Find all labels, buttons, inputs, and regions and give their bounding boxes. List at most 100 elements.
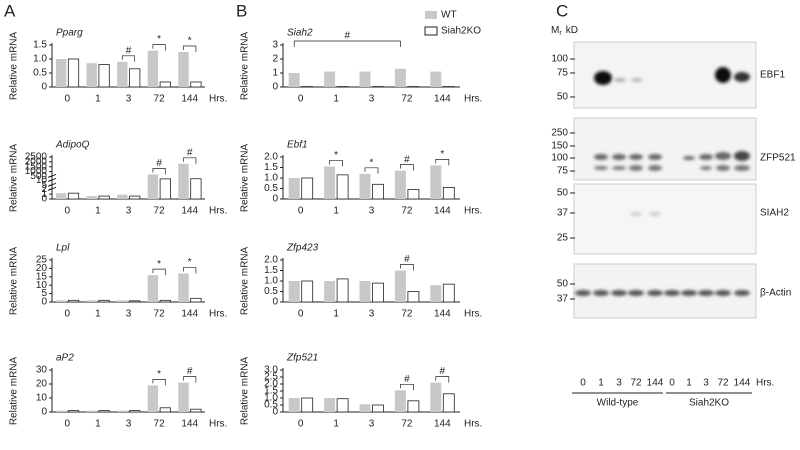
panel-label: A bbox=[4, 1, 16, 20]
band bbox=[614, 78, 626, 82]
y-axis-label: Relative mRNA bbox=[240, 32, 251, 101]
significance-bracket bbox=[183, 267, 197, 274]
y-tick-label: 30 bbox=[36, 365, 48, 376]
x-tick-label: 0 bbox=[65, 206, 71, 217]
y-tick-label: 20 bbox=[36, 263, 48, 274]
significance-bracket bbox=[183, 45, 197, 52]
x-tick-label: 1 bbox=[333, 419, 339, 430]
y-tick-label: 2 bbox=[272, 54, 278, 65]
mw-marker: 100 bbox=[551, 153, 568, 164]
y-tick-label: 1000 bbox=[25, 166, 48, 177]
mw-marker: 75 bbox=[557, 68, 569, 79]
significance-bracket bbox=[435, 376, 450, 383]
bar bbox=[359, 173, 371, 199]
bar bbox=[324, 71, 336, 87]
bar bbox=[159, 178, 171, 200]
y-tick-label: 500 bbox=[30, 171, 47, 182]
y-tick-label: 5 bbox=[41, 180, 47, 191]
significance-bracket bbox=[400, 264, 414, 271]
x-tick-label: 144 bbox=[434, 419, 451, 430]
blot-frame bbox=[573, 117, 757, 181]
x-tick-label: 0 bbox=[298, 309, 304, 320]
y-tick-label: 0.5 bbox=[33, 68, 47, 79]
x-tick-label: 144 bbox=[181, 309, 198, 320]
bar bbox=[430, 285, 442, 302]
bar bbox=[129, 195, 141, 200]
bar bbox=[178, 163, 189, 199]
bar bbox=[86, 63, 97, 87]
bar bbox=[442, 86, 455, 88]
significance-label: # bbox=[404, 374, 410, 385]
significance-label: # bbox=[187, 366, 193, 377]
y-tick-label: 0 bbox=[41, 82, 47, 93]
bar bbox=[442, 393, 455, 413]
bar bbox=[55, 300, 67, 302]
significance-bracket bbox=[183, 376, 197, 383]
bar bbox=[147, 50, 159, 87]
significance-bracket bbox=[152, 268, 166, 276]
chart-title: AdipoQ bbox=[55, 140, 90, 151]
x-tick-label: 3 bbox=[369, 309, 375, 320]
x-tick-label: 144 bbox=[434, 309, 451, 320]
y-axis-label: Relative mRNA bbox=[240, 247, 251, 316]
x-tick-label: 3 bbox=[369, 419, 375, 430]
y-axis-label: Relative mRNA bbox=[9, 357, 20, 426]
x-tick-label: 0 bbox=[65, 419, 71, 430]
mw-marker: 250 bbox=[551, 128, 568, 139]
x-axis-label: Hrs. bbox=[209, 419, 227, 430]
significance-label: * bbox=[157, 34, 161, 45]
bar bbox=[359, 281, 371, 302]
x-tick-label: 1 bbox=[95, 309, 101, 320]
y-tick-label: 0 bbox=[41, 407, 47, 418]
y-tick-label: 2.5 bbox=[264, 372, 278, 383]
bar bbox=[159, 407, 171, 413]
y-tick-label: 2000 bbox=[25, 156, 48, 167]
x-axis-label: Hrs. bbox=[464, 206, 482, 217]
y-tick-label: 20 bbox=[36, 379, 48, 390]
significance-label: * bbox=[370, 157, 374, 168]
band-label: EBF1 bbox=[760, 70, 785, 81]
bar bbox=[288, 73, 300, 87]
y-axis-label: Relative mRNA bbox=[240, 144, 251, 213]
lane-label: 0 bbox=[580, 378, 586, 389]
y-axis-label: Relative mRNA bbox=[9, 32, 20, 101]
y-tick-label: 1 bbox=[272, 68, 278, 79]
band bbox=[594, 71, 612, 85]
significance-bracket bbox=[329, 160, 343, 167]
x-tick-label: 1 bbox=[333, 94, 339, 105]
y-tick-label: 0.5 bbox=[264, 286, 278, 297]
bar bbox=[86, 196, 97, 199]
significance-bracket bbox=[293, 40, 401, 47]
y-tick-label: 1.5 bbox=[33, 40, 47, 51]
y-tick-label: 15 bbox=[36, 271, 48, 282]
y-tick-label: 25 bbox=[36, 255, 48, 266]
significance-bracket bbox=[121, 55, 136, 62]
bar bbox=[98, 64, 110, 88]
bands bbox=[575, 67, 750, 296]
lane-label: 144 bbox=[734, 378, 751, 389]
bar bbox=[301, 280, 314, 303]
bar bbox=[407, 400, 420, 413]
bar bbox=[98, 410, 110, 413]
y-tick-label: 0 bbox=[41, 297, 47, 308]
significance-bracket bbox=[364, 167, 379, 174]
y-tick-label: 10 bbox=[36, 393, 48, 404]
bar bbox=[430, 382, 442, 412]
x-tick-label: 0 bbox=[65, 309, 71, 320]
significance-label: * bbox=[188, 36, 192, 47]
bar bbox=[159, 81, 171, 88]
significance-label: # bbox=[404, 254, 410, 265]
x-axis-label: Hrs. bbox=[464, 419, 482, 430]
bar bbox=[372, 282, 384, 303]
x-tick-label: 0 bbox=[298, 206, 304, 217]
bar bbox=[288, 281, 300, 302]
bar bbox=[394, 170, 406, 199]
bar bbox=[407, 86, 420, 88]
bar bbox=[301, 397, 314, 413]
y-tick-label: 0 bbox=[272, 194, 278, 205]
panel-label: B bbox=[236, 1, 247, 20]
significance-label: # bbox=[404, 154, 410, 165]
band bbox=[631, 78, 643, 82]
band bbox=[734, 72, 750, 82]
significance-bracket bbox=[152, 168, 166, 175]
